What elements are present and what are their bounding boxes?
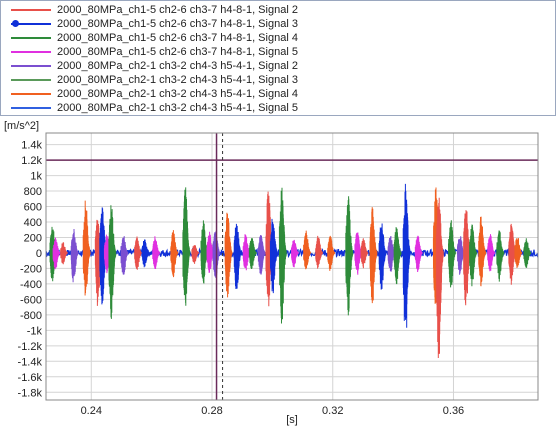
x-tick-label: 0.28 <box>201 405 222 417</box>
legend-item[interactable]: 2000_80MPa_ch1-5 ch2-6 ch3-7 h4-8-1, Sig… <box>1 31 555 45</box>
x-tick-label: 0.32 <box>322 405 343 417</box>
signal-burst <box>487 234 496 272</box>
legend-item[interactable]: 2000_80MPa_ch2-1 ch3-2 ch4-3 h5-4-1, Sig… <box>1 87 555 101</box>
y-tick-label: -400 <box>20 279 42 291</box>
signal-burst <box>52 237 61 270</box>
y-tick-label: -200 <box>20 263 42 275</box>
legend-line-swatch <box>11 23 51 25</box>
signal-burst <box>278 187 287 324</box>
legend-line-swatch <box>11 51 51 53</box>
signal-burst <box>224 212 233 298</box>
legend-line-swatch <box>11 93 51 95</box>
y-tick-label: 1.2k <box>21 155 42 167</box>
signal-burst <box>523 238 532 268</box>
signal-burst <box>60 242 68 265</box>
legend-item[interactable]: 2000_80MPa_ch2-1 ch3-2 ch4-3 h5-4-1, Sig… <box>1 59 555 73</box>
plot-area <box>46 133 538 400</box>
legend-line-swatch <box>11 9 51 11</box>
signal-burst <box>496 230 505 282</box>
signal-burst <box>402 183 411 328</box>
signal-burst <box>393 227 402 285</box>
y-tick-label: 600 <box>24 202 42 214</box>
legend-line-swatch <box>11 65 51 67</box>
y-tick-label: -1.8k <box>18 387 43 399</box>
legend-item[interactable]: 2000_80MPa_ch1-5 ch2-6 ch3-7 h4-8-1, Sig… <box>1 3 555 17</box>
legend-label: 2000_80MPa_ch1-5 ch2-6 ch3-7 h4-8-1, Sig… <box>57 4 298 16</box>
signal-burst <box>182 187 191 306</box>
y-tick-label: 800 <box>24 186 42 198</box>
x-tick-label: 0.36 <box>443 405 464 417</box>
signal-burst <box>315 235 324 269</box>
legend-marker-dot <box>12 20 19 27</box>
signal-burst <box>108 205 117 319</box>
signal-burst <box>82 200 91 296</box>
legend-item[interactable]: 2000_80MPa_ch2-1 ch3-2 ch4-3 h5-4-1, Sig… <box>1 101 555 115</box>
signal-burst <box>248 238 257 270</box>
legend-line-swatch <box>11 79 51 81</box>
signal-burst <box>378 223 387 290</box>
legend-label: 2000_80MPa_ch2-1 ch3-2 ch4-3 h5-4-1, Sig… <box>57 102 298 114</box>
legend: 2000_80MPa_ch1-5 ch2-6 ch3-7 h4-8-1, Sig… <box>0 0 556 116</box>
y-tick-label: 1k <box>30 171 42 183</box>
legend-label: 2000_80MPa_ch2-1 ch3-2 ch4-3 h5-4-1, Sig… <box>57 60 298 72</box>
y-tick-label: 0 <box>36 248 42 260</box>
signal-burst <box>134 236 142 270</box>
signal-burst <box>291 239 299 268</box>
y-tick-label: -600 <box>20 294 42 306</box>
signal-burst <box>191 245 200 264</box>
x-axis-label: [s] <box>286 414 298 426</box>
legend-line-swatch <box>11 37 51 39</box>
y-tick-label: 200 <box>24 232 42 244</box>
plot-frame <box>45 132 539 401</box>
signal-burst <box>478 216 487 287</box>
signal-burst <box>257 235 266 275</box>
signal-burst <box>360 238 369 269</box>
y-tick-label: -800 <box>20 310 42 322</box>
legend-label: 2000_80MPa_ch1-5 ch2-6 ch3-7 h4-8-1, Sig… <box>57 32 298 44</box>
legend-item[interactable]: 2000_80MPa_ch2-1 ch3-2 ch4-3 h5-4-1, Sig… <box>1 73 555 87</box>
y-axis-label: [m/s^2] <box>4 120 39 132</box>
signal-burst <box>269 218 278 294</box>
signal-burst <box>369 207 378 304</box>
legend-label: 2000_80MPa_ch2-1 ch3-2 ch4-3 h5-4-1, Sig… <box>57 88 298 100</box>
signal-burst <box>303 230 311 270</box>
signal-burst <box>448 220 456 288</box>
legend-label: 2000_80MPa_ch2-1 ch3-2 ch4-3 h5-4-1, Sig… <box>57 74 298 86</box>
signal-burst <box>514 237 523 269</box>
y-tick-label: -1.6k <box>18 372 43 384</box>
signal-burst <box>141 239 150 268</box>
y-tick-label: 1.4k <box>21 140 42 152</box>
y-tick-label: -1k <box>27 325 43 337</box>
y-tick-label: -1.4k <box>18 356 43 368</box>
signal-burst <box>170 230 179 278</box>
y-tick-label: 400 <box>24 217 42 229</box>
legend-item[interactable]: 2000_80MPa_ch1-5 ch2-6 ch3-7 h4-8-1, Sig… <box>1 17 555 31</box>
signal-burst <box>327 235 336 271</box>
signal-burst <box>70 228 79 283</box>
legend-label: 2000_80MPa_ch1-5 ch2-6 ch3-7 h4-8-1, Sig… <box>57 18 298 30</box>
legend-item[interactable]: 2000_80MPa_ch1-5 ch2-6 ch3-7 h4-8-1, Sig… <box>1 45 555 59</box>
signal-burst <box>233 223 242 290</box>
legend-label: 2000_80MPa_ch1-5 ch2-6 ch3-7 h4-8-1, Sig… <box>57 46 298 58</box>
signal-burst <box>345 196 354 316</box>
signal-burst <box>435 197 444 359</box>
x-tick-label: 0.24 <box>81 405 102 417</box>
signal-burst <box>152 236 161 270</box>
signal-burst <box>120 236 129 275</box>
legend-line-swatch <box>11 107 51 109</box>
y-tick-label: -1.2k <box>18 341 43 353</box>
signal-burst <box>469 224 477 287</box>
signal-burst <box>414 235 423 273</box>
